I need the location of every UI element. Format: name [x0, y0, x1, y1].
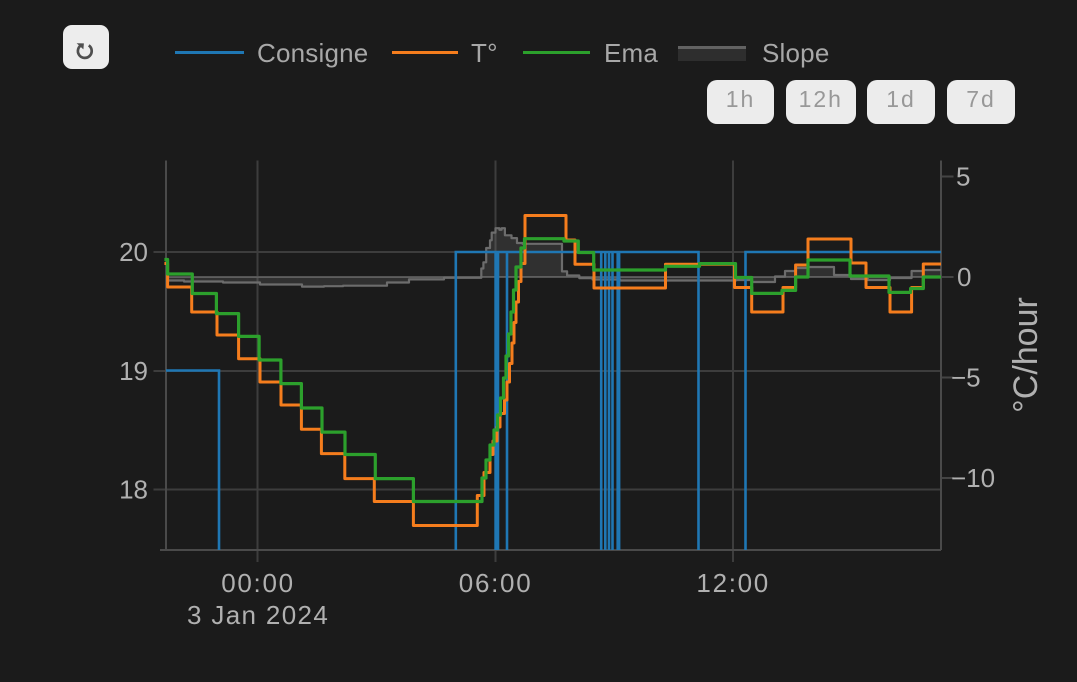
svg-text:20: 20: [119, 237, 148, 267]
svg-text:06:00: 06:00: [459, 568, 533, 598]
svg-text:00:00: 00:00: [221, 568, 295, 598]
svg-text:−10: −10: [951, 463, 995, 493]
svg-text:19: 19: [119, 356, 148, 386]
svg-text:5: 5: [956, 162, 970, 192]
svg-text:°C/hour: °C/hour: [1007, 297, 1045, 413]
svg-text:18: 18: [119, 475, 148, 505]
svg-text:3 Jan 2024: 3 Jan 2024: [187, 600, 329, 630]
svg-text:0: 0: [957, 262, 971, 292]
svg-text:−5: −5: [951, 362, 981, 392]
svg-text:12:00: 12:00: [696, 568, 770, 598]
